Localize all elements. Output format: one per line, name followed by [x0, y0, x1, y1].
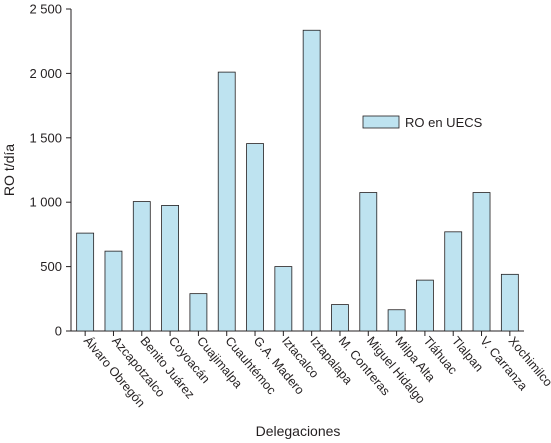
- bar: [161, 205, 179, 332]
- bar-series: [76, 29, 519, 332]
- x-axis: [71, 330, 524, 336]
- y-tick-label: 2 000: [29, 66, 62, 81]
- bar: [76, 232, 95, 332]
- y-tick-label: 1 000: [29, 195, 62, 210]
- bar: [104, 250, 123, 332]
- y-tick-label: 0: [55, 324, 62, 339]
- y-tick-label: 1 500: [29, 130, 62, 145]
- bar: [302, 29, 321, 332]
- bar: [274, 266, 293, 332]
- bar: [331, 304, 349, 332]
- bar: [217, 71, 236, 332]
- bar: [444, 231, 463, 332]
- bar: [359, 192, 378, 332]
- bar: [472, 192, 491, 332]
- bar: [189, 293, 208, 332]
- y-axis: 0 500 1 000 1 500 2 000 2 500: [29, 2, 72, 339]
- bar: [132, 201, 151, 332]
- bar: [416, 279, 434, 332]
- bar: [246, 143, 264, 332]
- bar: [500, 273, 519, 332]
- x-axis-title: Delegaciones: [256, 423, 341, 439]
- y-tick-label: 2 500: [29, 2, 62, 17]
- legend-swatch: [362, 115, 400, 129]
- bar: [387, 309, 406, 332]
- legend: RO en UECS: [362, 115, 483, 130]
- y-axis-title: RO t/día: [1, 144, 17, 196]
- y-tick-label: 500: [40, 259, 62, 274]
- legend-label: RO en UECS: [405, 115, 483, 130]
